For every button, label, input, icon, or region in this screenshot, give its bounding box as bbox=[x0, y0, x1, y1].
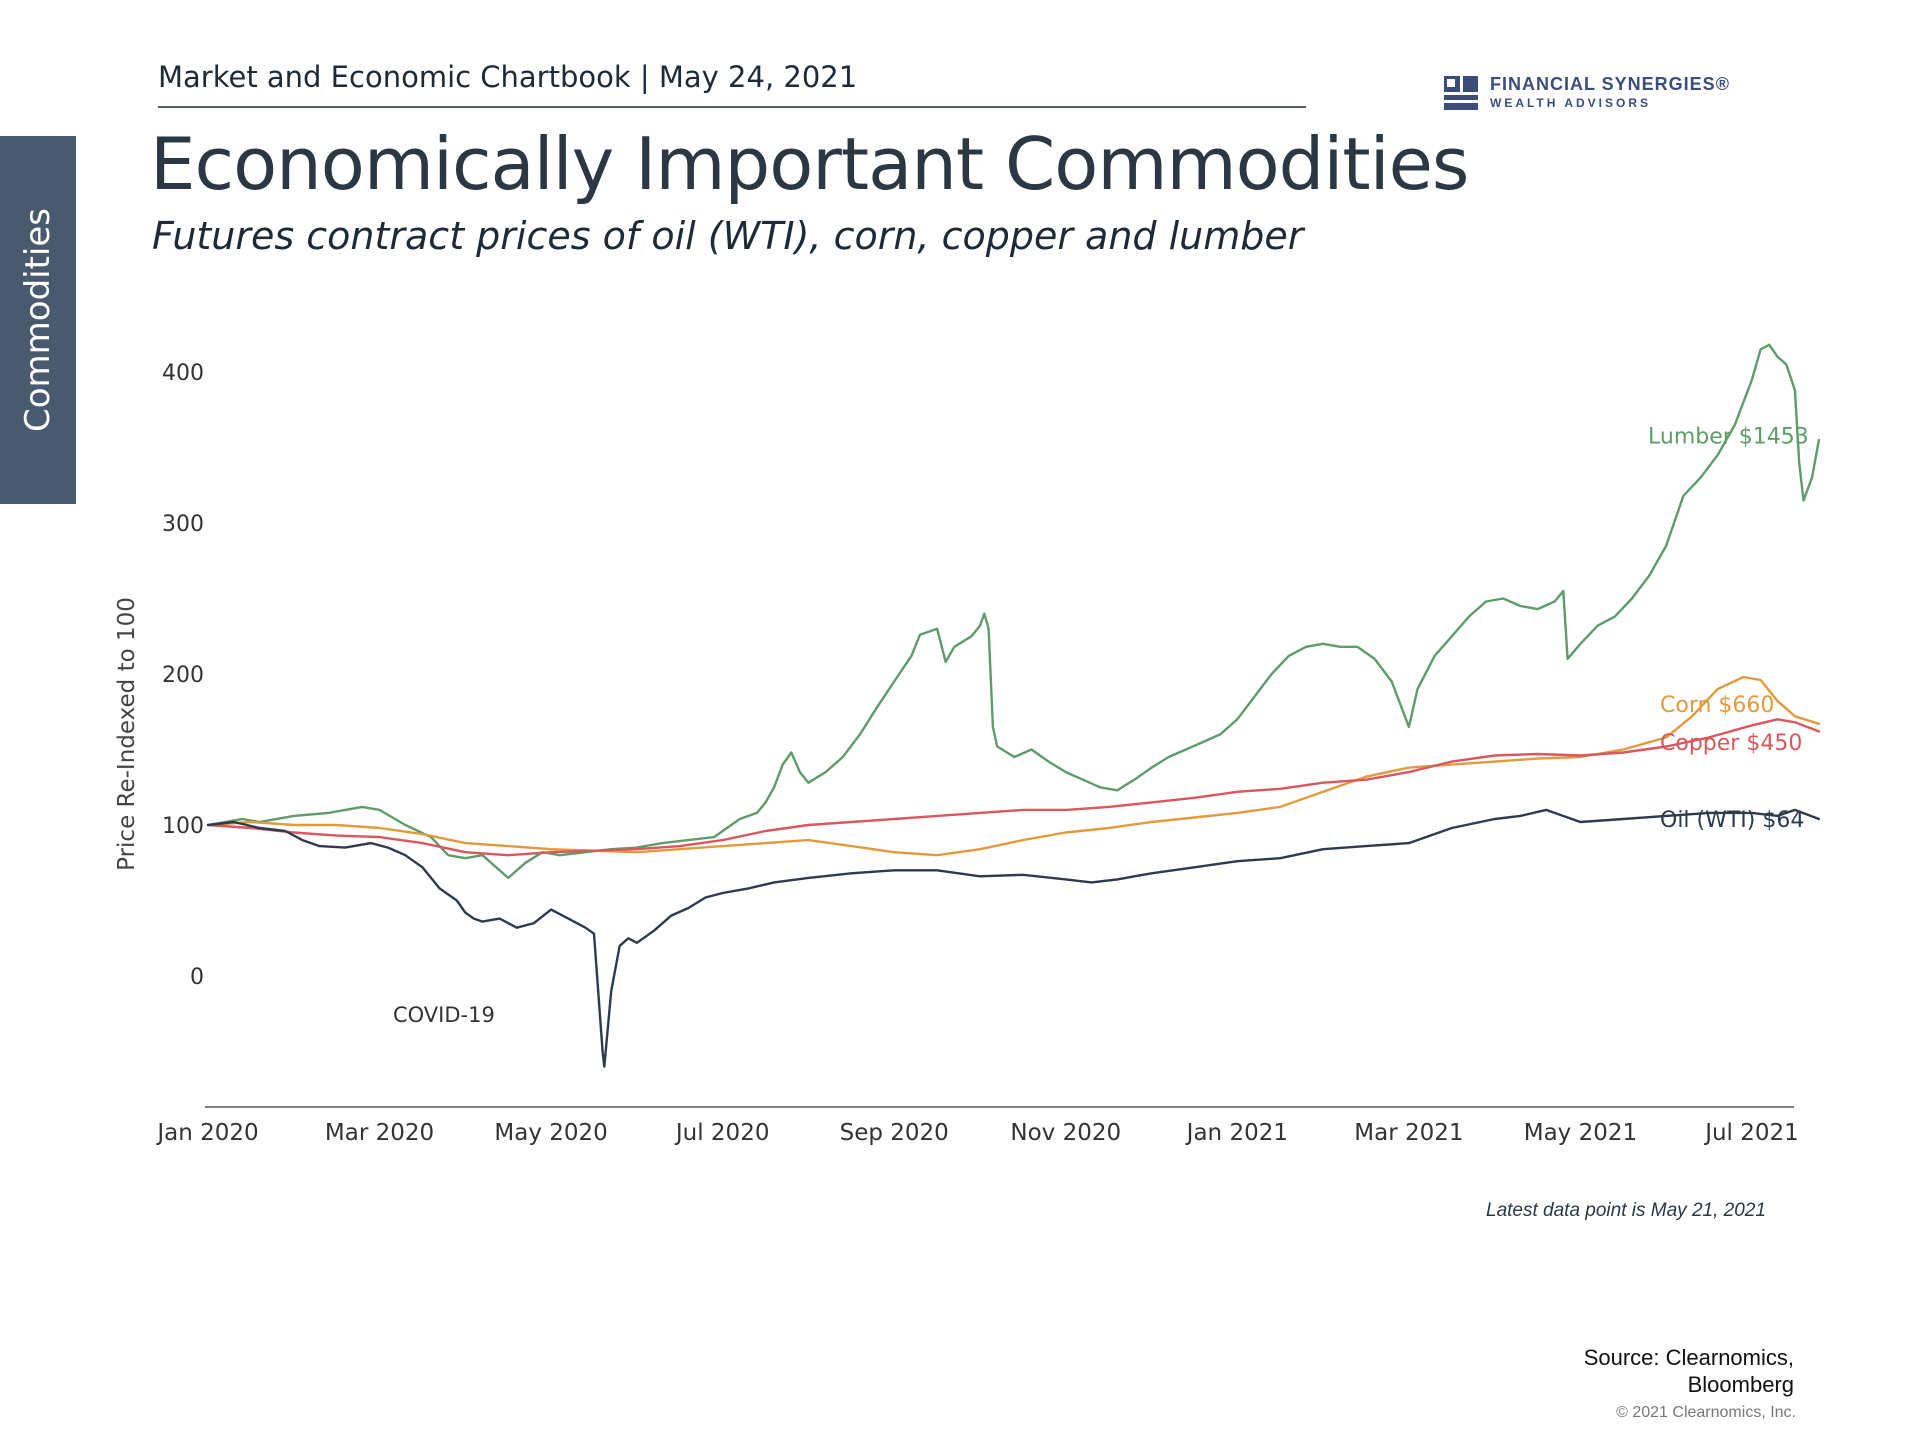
x-tick-label-9: Jul 2021 bbox=[1703, 1120, 1799, 1146]
company-logo: FINANCIAL SYNERGIES® WEALTH ADVISORS bbox=[1444, 72, 1764, 114]
y-tick-label-200: 200 bbox=[162, 663, 204, 688]
header-divider bbox=[158, 106, 1306, 108]
copyright: © 2021 Clearnomics, Inc. bbox=[1616, 1404, 1796, 1421]
logo-brand: FINANCIAL SYNERGIES® bbox=[1490, 74, 1730, 94]
latest-data-note: Latest data point is May 21, 2021 bbox=[1486, 1200, 1766, 1221]
x-tick-label-0: Jan 2020 bbox=[155, 1120, 258, 1146]
series-label-copper: Copper $450 bbox=[1660, 731, 1802, 756]
page-subtitle: Futures contract prices of oil (WTI), co… bbox=[152, 214, 1304, 258]
logo-flag-icon bbox=[1444, 76, 1478, 110]
series-line-oil bbox=[206, 808, 1821, 1068]
page-title: Economically Important Commodities bbox=[150, 122, 1469, 206]
series-label-oil: Oil (WTI) $64 bbox=[1660, 808, 1804, 833]
series-line-copper bbox=[206, 718, 1821, 857]
source-note: Source: Clearnomics, Bloomberg bbox=[1434, 1344, 1794, 1398]
y-tick-label-300: 300 bbox=[162, 512, 204, 537]
chartbook-header: Market and Economic Chartbook | May 24, … bbox=[158, 60, 858, 94]
series-label-lumber: Lumber $1453 bbox=[1648, 424, 1809, 449]
x-tick-label-2: May 2020 bbox=[494, 1120, 607, 1146]
y-tick-label-400: 400 bbox=[162, 361, 204, 386]
logo-subtitle: WEALTH ADVISORS bbox=[1490, 96, 1651, 110]
x-tick-label-7: Mar 2021 bbox=[1354, 1120, 1463, 1146]
y-axis-label: Price Re-Indexed to 100 bbox=[114, 597, 140, 871]
annotation-covid-19: COVID-19 bbox=[393, 1003, 495, 1027]
x-tick-label-4: Sep 2020 bbox=[840, 1120, 949, 1146]
y-tick-label-0: 0 bbox=[190, 965, 204, 990]
x-tick-label-8: May 2021 bbox=[1524, 1120, 1637, 1146]
y-tick-label-100: 100 bbox=[162, 814, 204, 839]
series-line-corn bbox=[206, 675, 1821, 857]
series-line-lumber bbox=[206, 343, 1821, 880]
x-tick-label-1: Mar 2020 bbox=[325, 1120, 434, 1146]
x-tick-label-5: Nov 2020 bbox=[1010, 1120, 1121, 1146]
x-tick-label-3: Jul 2020 bbox=[674, 1120, 770, 1146]
series-label-corn: Corn $660 bbox=[1660, 693, 1774, 718]
source-line-1: Source: Clearnomics, bbox=[1583, 1345, 1794, 1370]
source-line-2: Bloomberg bbox=[1687, 1372, 1794, 1397]
side-tab: Commodities bbox=[0, 136, 76, 504]
x-tick-label-6: Jan 2021 bbox=[1185, 1120, 1288, 1146]
